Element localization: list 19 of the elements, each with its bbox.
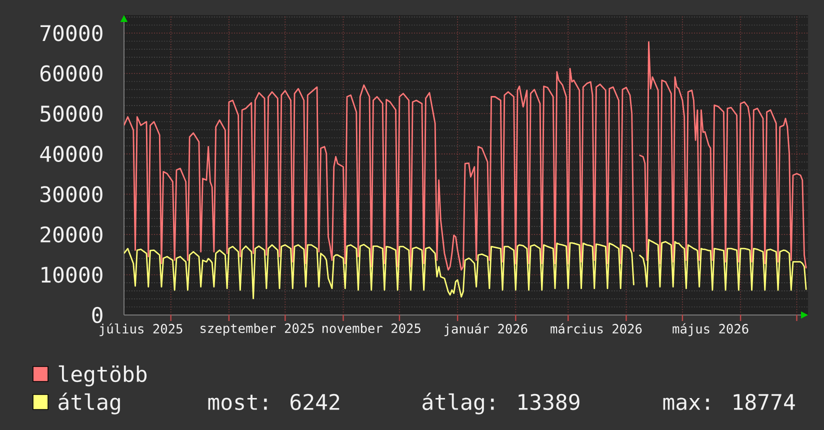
x-tick-label: május 2026 xyxy=(672,323,748,336)
legend-label: legtöbb xyxy=(58,365,147,386)
x-tick-label: november 2025 xyxy=(322,323,420,334)
y-tick-label: 60000 xyxy=(40,65,102,82)
text: átlag: 13389 xyxy=(422,392,580,414)
y-tick-label: 50000 xyxy=(40,106,102,122)
legend-label: átlag xyxy=(58,392,120,414)
y-tick-label: 30000 xyxy=(40,186,102,202)
x-tick-label: március 2026 xyxy=(550,323,642,334)
x-tick-label: január 2026 xyxy=(444,323,528,336)
y-tick-label: 0 xyxy=(92,306,102,324)
text: most: 6242 xyxy=(208,394,340,410)
y-tick-label: 70000 xyxy=(40,24,102,42)
x-tick-label: szeptember 2025 xyxy=(200,323,314,336)
x-tick-label: július 2025 xyxy=(100,323,182,336)
y-tick-label: 10000 xyxy=(42,266,102,283)
y-tick-label: 20000 xyxy=(40,226,102,243)
text: max: 18774 xyxy=(663,394,795,410)
y-tick-label: 40000 xyxy=(40,146,102,162)
